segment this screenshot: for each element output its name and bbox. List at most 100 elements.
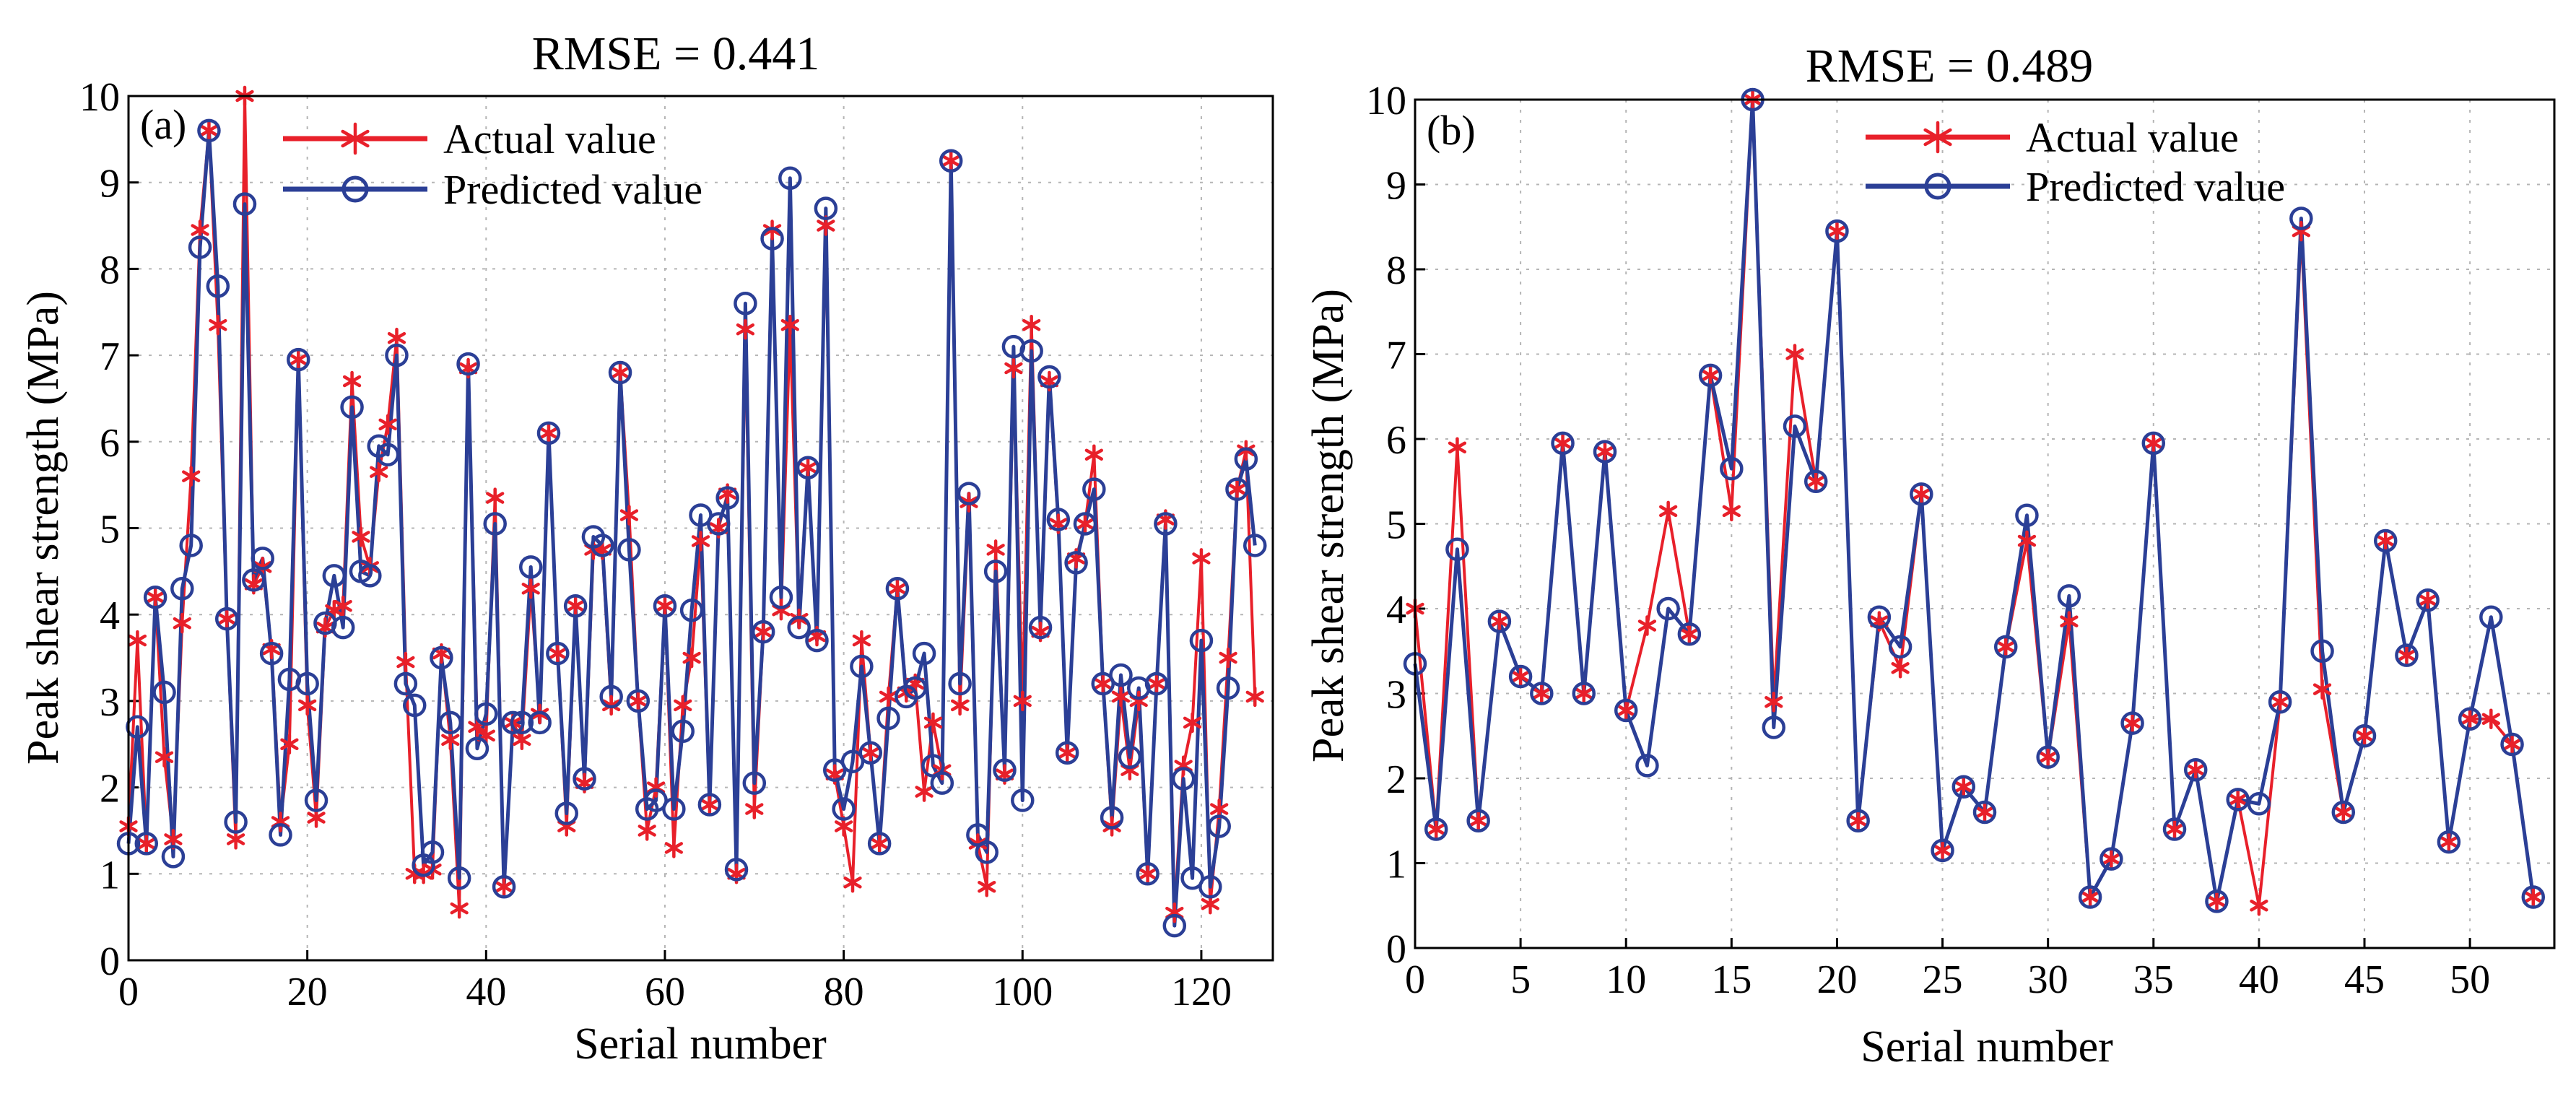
point-actual (2312, 679, 2332, 700)
point-actual (2419, 590, 2437, 611)
point-predicted (671, 719, 695, 744)
point-actual (1192, 548, 1211, 569)
point-predicted (331, 615, 355, 640)
point-predicted (912, 641, 936, 666)
point-predicted (805, 628, 829, 653)
point-actual (1659, 500, 1678, 522)
point-actual (861, 742, 880, 763)
point-actual (1219, 647, 1237, 669)
point-actual (870, 833, 889, 854)
point-actual (674, 695, 692, 716)
point-predicted (2331, 800, 2356, 825)
point-predicted (403, 693, 427, 718)
legend-actual-b: Actual value (1866, 114, 2239, 161)
point-actual (611, 362, 630, 383)
point-predicted (1082, 477, 1106, 501)
panel-a-label: (a) (140, 101, 186, 148)
x-tick-label: 60 (645, 970, 685, 1014)
point-predicted (322, 564, 347, 588)
legend-asterisk-icon (1923, 121, 1952, 154)
point-predicted (1972, 800, 1997, 825)
point-predicted (126, 715, 149, 739)
y-tick-label: 8 (1386, 248, 1406, 293)
point-predicted (742, 771, 767, 795)
point-predicted (501, 710, 525, 735)
point-actual (879, 686, 898, 708)
panel-b-frame (1414, 98, 2556, 949)
point-predicted (456, 352, 480, 376)
point-actual (1891, 658, 1910, 679)
y-tick-label: 3 (1386, 673, 1406, 718)
x-tick-label: 25 (1923, 957, 1963, 1002)
point-predicted (1825, 219, 1849, 243)
point-actual (1722, 500, 1741, 522)
panel-b-ylabel: Peak shear strength (MPa) (1304, 289, 1353, 762)
point-predicted (814, 196, 838, 220)
y-tick-label: 1 (1386, 843, 1406, 887)
point-predicted (787, 615, 811, 640)
panel-a-x-ticks: 0 20 40 60 80 100 120 (118, 950, 1232, 1014)
point-actual (1954, 776, 1973, 797)
point-predicted (197, 118, 221, 143)
point-predicted (2015, 503, 2039, 527)
x-tick-label: 100 (992, 970, 1053, 1014)
legend-predicted-b-label: Predicted value (2026, 163, 2285, 210)
point-predicted (2099, 847, 2123, 871)
point-actual (1933, 840, 1952, 861)
x-tick-label: 0 (1405, 957, 1425, 1002)
panel-a-series (116, 85, 1267, 938)
point-predicted (626, 689, 650, 713)
y-tick-label: 6 (1386, 418, 1406, 463)
point-actual (950, 695, 970, 716)
point-actual (1827, 220, 1847, 242)
point-predicted (1046, 508, 1071, 531)
point-predicted (724, 858, 749, 882)
point-actual (2397, 645, 2416, 666)
x-tick-label: 15 (1711, 957, 1752, 1002)
point-predicted (1572, 682, 1596, 705)
point-actual (1680, 624, 1699, 645)
point-actual (2060, 611, 2079, 632)
point-predicted (2310, 639, 2334, 663)
point-predicted (760, 227, 784, 251)
point-predicted (1593, 440, 1617, 464)
point-predicted (536, 421, 561, 445)
point-actual (2502, 734, 2522, 755)
point-predicted (393, 671, 418, 696)
y-tick-label: 10 (79, 75, 120, 120)
point-predicted (304, 788, 328, 812)
point-predicted (447, 866, 471, 890)
point-actual (986, 539, 1005, 560)
y-tick-label: 4 (100, 593, 120, 638)
point-predicted (1073, 512, 1097, 536)
point-actual (1094, 673, 1113, 695)
point-actual (2481, 708, 2500, 729)
point-actual (352, 526, 370, 547)
point-actual (1490, 611, 1509, 632)
point-predicted (1698, 363, 1723, 388)
point-predicted (1154, 512, 1178, 536)
point-predicted (573, 767, 596, 791)
point-predicted (259, 641, 284, 666)
point-actual (486, 487, 505, 508)
point-actual (1596, 441, 1614, 462)
panel-b-title: RMSE = 0.489 (1806, 40, 2093, 92)
point-predicted (1171, 767, 1196, 791)
y-tick-label: 5 (100, 508, 120, 552)
point-predicted (554, 801, 579, 825)
point-predicted (1867, 605, 1892, 629)
point-actual (378, 414, 397, 435)
point-predicted (2183, 758, 2208, 782)
point-actual (1996, 636, 2015, 658)
point-predicted (224, 810, 248, 834)
y-tick-label: 7 (100, 334, 120, 379)
point-predicted (867, 832, 892, 856)
point-actual (799, 457, 817, 478)
point-predicted (1243, 534, 1267, 557)
point-actual (664, 838, 683, 858)
point-actual (1849, 810, 1868, 831)
point-predicted (2289, 206, 2313, 230)
point-predicted (1931, 838, 1954, 863)
point-actual (342, 370, 362, 392)
point-actual (539, 422, 558, 444)
